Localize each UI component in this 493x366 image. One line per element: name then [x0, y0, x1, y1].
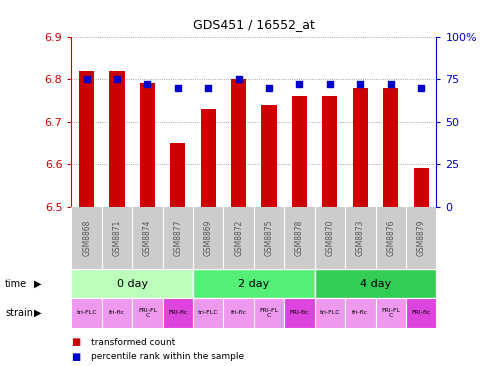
Text: GSM8876: GSM8876	[386, 220, 395, 256]
Point	[356, 81, 364, 87]
Bar	[231, 79, 246, 207]
Text: tri-FLC: tri-FLC	[319, 310, 340, 315]
Bar	[345, 298, 376, 328]
Bar	[376, 298, 406, 328]
Bar	[140, 83, 155, 207]
Text: GSM8878: GSM8878	[295, 220, 304, 256]
Bar	[79, 71, 94, 207]
Bar	[71, 298, 102, 328]
Bar	[406, 298, 436, 328]
Bar	[322, 96, 338, 207]
Bar	[170, 143, 185, 207]
Point	[235, 76, 243, 82]
Text: time: time	[5, 279, 27, 289]
Text: FRI-FL
C: FRI-FL C	[259, 307, 279, 318]
Text: GSM8872: GSM8872	[234, 220, 243, 256]
Bar	[193, 298, 223, 328]
Point	[295, 81, 303, 87]
Text: FRI-flc: FRI-flc	[412, 310, 431, 315]
Text: GDS451 / 16552_at: GDS451 / 16552_at	[193, 18, 315, 31]
Bar	[352, 87, 368, 207]
Point	[143, 81, 151, 87]
Text: FRI-flc: FRI-flc	[168, 310, 187, 315]
Bar	[102, 298, 132, 328]
Text: fri-flc: fri-flc	[352, 310, 368, 315]
Bar	[261, 105, 277, 207]
Bar	[292, 96, 307, 207]
Text: FRI-FL
C: FRI-FL C	[381, 307, 400, 318]
Bar	[132, 298, 163, 328]
Bar	[315, 298, 345, 328]
Text: 0 day: 0 day	[117, 279, 148, 289]
Bar	[315, 269, 436, 298]
Point	[83, 76, 91, 82]
Bar	[223, 298, 254, 328]
Text: percentile rank within the sample: percentile rank within the sample	[91, 352, 245, 361]
Text: transformed count: transformed count	[91, 338, 176, 347]
Bar	[109, 71, 125, 207]
Point	[204, 85, 212, 90]
Bar	[414, 168, 429, 207]
Bar	[163, 298, 193, 328]
Text: tri-FLC: tri-FLC	[198, 310, 218, 315]
Text: fri-flc: fri-flc	[231, 310, 247, 315]
Text: fri-flc: fri-flc	[109, 310, 125, 315]
Text: GSM8868: GSM8868	[82, 220, 91, 256]
Point	[174, 85, 182, 90]
Text: GSM8871: GSM8871	[112, 220, 122, 256]
Point	[417, 85, 425, 90]
Text: 4 day: 4 day	[360, 279, 391, 289]
Bar	[201, 109, 216, 207]
Bar	[383, 87, 398, 207]
Text: GSM8874: GSM8874	[143, 220, 152, 256]
Bar	[71, 269, 193, 298]
Text: GSM8879: GSM8879	[417, 220, 425, 256]
Text: ▶: ▶	[34, 279, 41, 289]
Text: GSM8875: GSM8875	[265, 220, 274, 256]
Text: GSM8877: GSM8877	[174, 220, 182, 256]
Text: FRI-FL
C: FRI-FL C	[138, 307, 157, 318]
Text: FRI-flc: FRI-flc	[290, 310, 309, 315]
Point	[265, 85, 273, 90]
Point	[387, 81, 394, 87]
Text: GSM8870: GSM8870	[325, 220, 334, 256]
Bar	[254, 298, 284, 328]
Text: GSM8869: GSM8869	[204, 220, 213, 256]
Text: GSM8873: GSM8873	[356, 220, 365, 256]
Text: ■: ■	[71, 352, 81, 362]
Bar	[193, 269, 315, 298]
Text: ■: ■	[71, 337, 81, 347]
Bar	[284, 298, 315, 328]
Text: ▶: ▶	[34, 308, 41, 318]
Text: 2 day: 2 day	[238, 279, 270, 289]
Point	[113, 76, 121, 82]
Text: tri-FLC: tri-FLC	[76, 310, 97, 315]
Text: strain: strain	[5, 308, 33, 318]
Point	[326, 81, 334, 87]
